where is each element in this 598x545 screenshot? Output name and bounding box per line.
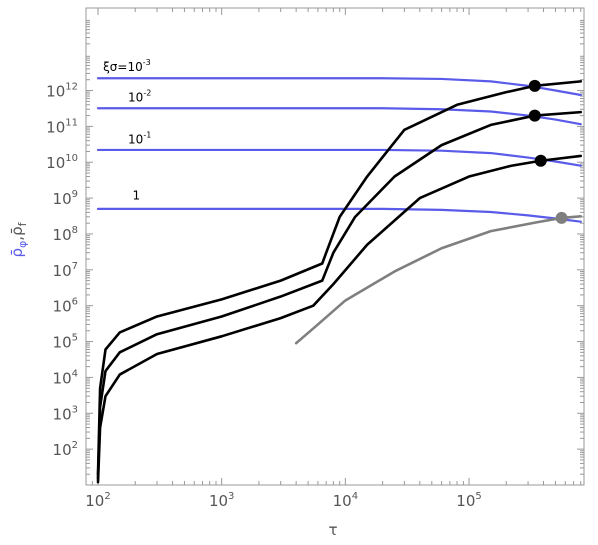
y-tick-label: 103 xyxy=(53,404,78,423)
y-tick-label: 102 xyxy=(53,440,78,459)
y-tick-label: 106 xyxy=(53,297,78,316)
xi-sigma-annotation: ξσ=10-3 xyxy=(103,58,151,74)
x-tick-label: 102 xyxy=(85,491,110,510)
y-axis-phi-subscript: φ xyxy=(16,241,29,248)
x-tick-label: 105 xyxy=(456,491,481,510)
series-rho-f-line xyxy=(96,110,583,480)
crossing-marker xyxy=(555,211,568,224)
y-tick-label: 1010 xyxy=(46,153,78,172)
xi-sigma-annotation: 10-1 xyxy=(128,131,151,147)
annotation-layer: ξσ=10-3 10-2 10-1 1 xyxy=(103,58,151,203)
tick-labels: 102 103 104 105 102 103 104 105 106 107 108 109 1010… xyxy=(46,82,482,510)
y-axis-rho-phi: ρ̄ xyxy=(8,248,26,258)
y-tick-label: 104 xyxy=(53,368,78,387)
series-rho-f-line xyxy=(96,154,583,484)
tick-marks xyxy=(85,7,584,485)
xi-sigma-annotation: 10-2 xyxy=(128,88,151,104)
xi-sigma-annotation: 1 xyxy=(132,189,140,203)
y-axis-title: ρ̄φ,ρ̄f xyxy=(8,221,29,257)
plot-frame xyxy=(85,7,585,486)
series-rho-f-line xyxy=(96,80,583,476)
x-tick-label: 103 xyxy=(209,491,234,510)
y-tick-label: 107 xyxy=(53,261,78,280)
y-axis-separator: , xyxy=(8,236,26,241)
series-rho-phi-line xyxy=(96,148,582,167)
series-rho-phi-line xyxy=(96,77,582,97)
y-tick-label: 108 xyxy=(53,225,78,244)
y-tick-label: 105 xyxy=(53,333,78,352)
x-tick-label: 104 xyxy=(333,491,358,510)
series-rho-f-line xyxy=(294,215,583,345)
series-layer xyxy=(96,77,583,484)
svg-text:ρ̄φ,ρ̄f: ρ̄φ,ρ̄f xyxy=(8,221,29,257)
y-tick-label: 1012 xyxy=(46,82,78,101)
y-tick-label: 1011 xyxy=(46,117,78,136)
y-axis-f-subscript: f xyxy=(16,221,29,226)
marker-layer xyxy=(528,79,568,224)
series-rho-phi-line xyxy=(96,107,582,126)
crossing-marker xyxy=(528,109,541,122)
y-tick-label: 109 xyxy=(53,189,78,208)
crossing-marker xyxy=(528,79,541,92)
y-axis-rho-f: ρ̄ xyxy=(8,226,26,236)
x-axis-title: τ xyxy=(328,521,337,539)
crossing-marker xyxy=(534,154,547,167)
